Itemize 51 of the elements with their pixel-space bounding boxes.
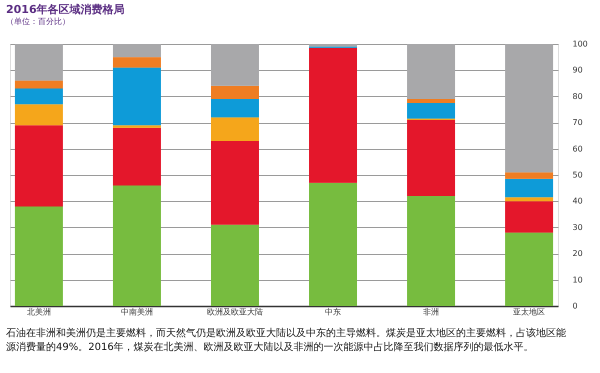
bar — [14, 104, 63, 126]
x-tick-label: 非洲 — [423, 308, 440, 316]
x-tick-label: 欧洲及欧亚大陆 — [206, 308, 263, 316]
bar — [112, 68, 161, 126]
bar — [407, 102, 456, 119]
x-tick-label: 北美洲 — [26, 308, 51, 316]
bar — [407, 44, 456, 100]
bar — [505, 44, 554, 172]
bar — [210, 99, 259, 118]
y-tick-label: 30 — [572, 222, 583, 232]
x-tick-label: 中东 — [325, 308, 342, 316]
bar — [505, 172, 554, 179]
bar — [505, 201, 554, 233]
text: 石油在非洲和美洲仍是主要燃料，而天然气仍是欧洲及欧亚大陆以及中东的主导燃料。煤炭是亚太地区的主要燃料，占该地区能源消费量的49%。2016年，煤炭在北美洲、欧洲及欧亚大陆以及非洲的一次能源中占比降至我们数据序列的最低水平。 — [6, 327, 566, 353]
bar — [112, 128, 161, 186]
x-tick-label: 亚太地区 — [513, 308, 546, 316]
bar — [14, 44, 63, 81]
y-tick-label: 20 — [572, 249, 583, 258]
bar — [210, 140, 259, 225]
bar — [14, 88, 63, 104]
bar — [14, 80, 63, 89]
chart-subtitle: （单位：百分比） — [6, 17, 70, 26]
y-tick-label: 0 — [572, 302, 578, 310]
y-tick-label: 50 — [572, 170, 583, 180]
bar — [407, 120, 456, 196]
bar — [505, 232, 554, 306]
y-tick-label: 70 — [572, 118, 583, 128]
y-tick-label: 60 — [572, 144, 583, 154]
bar — [407, 99, 456, 103]
bar — [112, 125, 161, 128]
bar — [407, 196, 456, 306]
bar — [309, 48, 358, 183]
bar — [14, 125, 63, 206]
chart-title: 2016年各区域消费格局 — [6, 3, 125, 16]
bar — [210, 86, 259, 100]
bar — [112, 57, 161, 68]
y-tick-label: 10 — [572, 275, 583, 284]
bar — [210, 117, 259, 141]
y-tick-label: 90 — [572, 66, 583, 75]
bar — [309, 44, 358, 47]
bar — [210, 224, 259, 306]
bar — [505, 178, 554, 198]
y-tick-label: 100 — [572, 40, 588, 48]
bar — [309, 182, 358, 306]
y-tick-label: 80 — [572, 92, 583, 101]
bar — [210, 44, 259, 86]
x-tick-label: 中南美洲 — [120, 308, 153, 316]
bar — [112, 44, 161, 58]
bar — [14, 206, 63, 306]
bar — [112, 185, 161, 306]
y-tick-label: 40 — [572, 196, 583, 206]
